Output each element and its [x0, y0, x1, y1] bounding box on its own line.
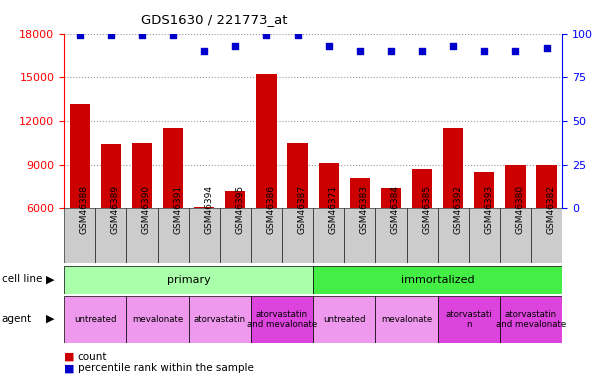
Bar [505, 165, 525, 208]
Bar [95, 208, 126, 262]
Text: ▶: ▶ [46, 314, 55, 324]
Text: ■: ■ [64, 363, 75, 373]
Bar [251, 208, 282, 262]
Text: GSM46389: GSM46389 [111, 185, 120, 234]
Bar [349, 178, 370, 208]
Bar [469, 208, 500, 262]
Point [75, 33, 84, 39]
Text: agent: agent [2, 314, 32, 324]
Text: GSM46383: GSM46383 [360, 185, 369, 234]
Bar [406, 208, 437, 262]
Text: ■: ■ [64, 352, 75, 362]
Point [542, 45, 552, 51]
Bar [126, 208, 158, 262]
Text: GSM46371: GSM46371 [329, 185, 338, 234]
Point [386, 48, 396, 54]
Bar [282, 208, 313, 262]
Text: untreated: untreated [323, 315, 365, 324]
Bar [412, 169, 432, 208]
Bar [189, 296, 251, 343]
Text: GSM46394: GSM46394 [204, 185, 213, 234]
Text: GSM46385: GSM46385 [422, 185, 431, 234]
Text: cell line: cell line [2, 274, 42, 284]
Text: GSM46388: GSM46388 [79, 185, 89, 234]
Point [137, 33, 147, 39]
Point [324, 43, 334, 49]
Bar [313, 296, 375, 343]
Bar [64, 296, 126, 343]
Point [262, 33, 271, 39]
Bar [344, 208, 375, 262]
Text: atorvastatin: atorvastatin [194, 315, 246, 324]
Bar [375, 296, 437, 343]
Text: mevalonate: mevalonate [132, 315, 183, 324]
Point [230, 43, 240, 49]
Bar [437, 296, 500, 343]
Bar [474, 172, 494, 208]
Bar [64, 208, 95, 262]
Text: GSM46387: GSM46387 [298, 185, 307, 234]
Text: GSM46392: GSM46392 [453, 185, 462, 234]
Bar [437, 208, 469, 262]
Bar [220, 208, 251, 262]
Text: GSM46380: GSM46380 [516, 185, 524, 234]
Bar [64, 266, 313, 294]
Bar [158, 208, 189, 262]
Text: GSM46386: GSM46386 [266, 185, 276, 234]
Bar [313, 208, 344, 262]
Text: atorvastatin
and mevalonate: atorvastatin and mevalonate [247, 310, 317, 329]
Text: atorvastati
n: atorvastati n [445, 310, 492, 329]
Point [199, 48, 209, 54]
Text: GSM46393: GSM46393 [485, 185, 493, 234]
Bar [132, 143, 152, 208]
Text: GSM46390: GSM46390 [142, 185, 151, 234]
Point [293, 33, 302, 39]
Point [480, 48, 489, 54]
Bar [225, 190, 246, 208]
Point [106, 33, 115, 39]
Point [168, 33, 178, 39]
Bar [531, 208, 562, 262]
Text: GSM46382: GSM46382 [547, 185, 555, 234]
Text: GSM46395: GSM46395 [235, 185, 244, 234]
Text: mevalonate: mevalonate [381, 315, 432, 324]
Point [417, 48, 427, 54]
Bar [500, 296, 562, 343]
Text: GDS1630 / 221773_at: GDS1630 / 221773_at [141, 13, 287, 26]
Bar [375, 208, 406, 262]
Text: count: count [78, 352, 107, 362]
Point [355, 48, 365, 54]
Text: percentile rank within the sample: percentile rank within the sample [78, 363, 254, 373]
Text: GSM46391: GSM46391 [173, 185, 182, 234]
Bar [194, 207, 214, 208]
Bar [251, 296, 313, 343]
Bar [101, 144, 121, 208]
Bar [257, 74, 277, 208]
Point [511, 48, 521, 54]
Bar [500, 208, 531, 262]
Text: ▶: ▶ [46, 274, 55, 284]
Bar [126, 296, 189, 343]
Bar [70, 104, 90, 208]
Bar [443, 128, 463, 208]
Text: untreated: untreated [74, 315, 117, 324]
Text: GSM46384: GSM46384 [391, 185, 400, 234]
Bar [189, 208, 220, 262]
Bar [381, 188, 401, 208]
Point [448, 43, 458, 49]
Bar [536, 165, 557, 208]
Bar [318, 163, 339, 208]
Text: primary: primary [167, 275, 211, 285]
Bar [287, 143, 308, 208]
Text: immortalized: immortalized [401, 275, 474, 285]
Bar [163, 128, 183, 208]
Bar [313, 266, 562, 294]
Text: atorvastatin
and mevalonate: atorvastatin and mevalonate [496, 310, 566, 329]
